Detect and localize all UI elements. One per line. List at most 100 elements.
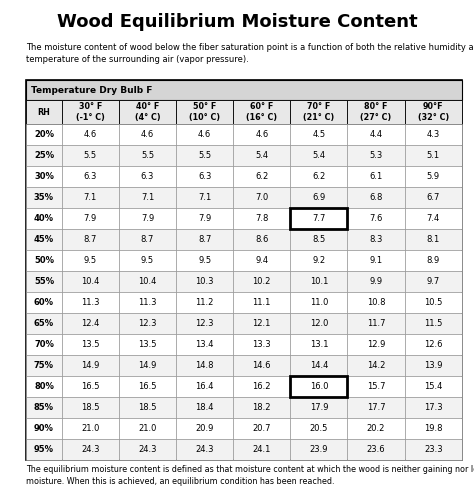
Text: 4.5: 4.5 [312, 130, 326, 139]
Text: 15.4: 15.4 [424, 382, 443, 391]
Text: 5.3: 5.3 [369, 151, 383, 160]
Text: 6.8: 6.8 [369, 193, 383, 202]
Text: 75%: 75% [34, 361, 54, 370]
Text: 10.1: 10.1 [310, 277, 328, 286]
Text: 16.0: 16.0 [310, 382, 328, 391]
Text: 4.6: 4.6 [84, 130, 97, 139]
Text: 14.4: 14.4 [310, 361, 328, 370]
Text: 12.3: 12.3 [138, 319, 157, 328]
Text: 8.6: 8.6 [255, 235, 268, 244]
Text: 13.5: 13.5 [81, 340, 100, 349]
Text: 17.9: 17.9 [310, 403, 328, 412]
Text: 16.0: 16.0 [310, 382, 328, 391]
Text: 21.0: 21.0 [138, 424, 157, 433]
Text: 21.0: 21.0 [81, 424, 100, 433]
Text: 23.6: 23.6 [367, 445, 385, 454]
Text: 9.9: 9.9 [369, 277, 383, 286]
Text: 6.2: 6.2 [255, 172, 268, 181]
Text: 24.3: 24.3 [81, 445, 100, 454]
Text: 50° F
(10° C): 50° F (10° C) [189, 102, 220, 122]
Text: 17.3: 17.3 [424, 403, 443, 412]
Text: 7.8: 7.8 [255, 214, 268, 223]
Text: 9.7: 9.7 [427, 277, 440, 286]
Text: 8.7: 8.7 [141, 235, 154, 244]
Text: 95%: 95% [34, 445, 54, 454]
Text: 23.9: 23.9 [310, 445, 328, 454]
Text: 11.7: 11.7 [367, 319, 385, 328]
Text: 7.1: 7.1 [141, 193, 154, 202]
Text: 7.9: 7.9 [198, 214, 211, 223]
Text: 4.6: 4.6 [141, 130, 154, 139]
Text: 7.9: 7.9 [84, 214, 97, 223]
Text: 70%: 70% [34, 340, 54, 349]
Text: 12.1: 12.1 [253, 319, 271, 328]
Text: 65%: 65% [34, 319, 54, 328]
Text: 7.7: 7.7 [312, 214, 326, 223]
Text: 60° F
(16° C): 60° F (16° C) [246, 102, 277, 122]
Text: 9.5: 9.5 [198, 256, 211, 265]
Text: 10.4: 10.4 [81, 277, 100, 286]
Text: 14.6: 14.6 [253, 361, 271, 370]
Text: 7.6: 7.6 [369, 214, 383, 223]
Text: Temperature Dry Bulb F: Temperature Dry Bulb F [31, 86, 152, 95]
Text: 90°F
(32° C): 90°F (32° C) [418, 102, 449, 122]
Text: 13.3: 13.3 [253, 340, 271, 349]
Text: 17.7: 17.7 [367, 403, 385, 412]
Text: 7.1: 7.1 [198, 193, 211, 202]
Text: 8.7: 8.7 [84, 235, 97, 244]
Text: 5.5: 5.5 [84, 151, 97, 160]
Text: 12.9: 12.9 [367, 340, 385, 349]
Text: 5.5: 5.5 [141, 151, 154, 160]
Text: 6.3: 6.3 [84, 172, 97, 181]
Text: RH: RH [37, 108, 50, 117]
Text: 14.9: 14.9 [138, 361, 157, 370]
Text: 7.0: 7.0 [255, 193, 268, 202]
Text: 11.3: 11.3 [138, 298, 157, 307]
Text: 6.2: 6.2 [312, 172, 326, 181]
Text: 16.5: 16.5 [138, 382, 157, 391]
Text: 55%: 55% [34, 277, 54, 286]
Text: 11.0: 11.0 [310, 298, 328, 307]
Text: 5.4: 5.4 [255, 151, 268, 160]
Text: 8.9: 8.9 [427, 256, 440, 265]
Text: 45%: 45% [34, 235, 54, 244]
Text: 6.1: 6.1 [369, 172, 383, 181]
Text: The moisture content of wood below the fiber saturation point is a function of b: The moisture content of wood below the f… [26, 43, 474, 63]
Text: 13.4: 13.4 [195, 340, 214, 349]
Text: 10.5: 10.5 [424, 298, 443, 307]
Text: 80%: 80% [34, 382, 54, 391]
Text: 50%: 50% [34, 256, 54, 265]
Text: 4.4: 4.4 [369, 130, 383, 139]
Text: 12.0: 12.0 [310, 319, 328, 328]
Text: 20.2: 20.2 [367, 424, 385, 433]
Text: 10.4: 10.4 [138, 277, 157, 286]
Text: 18.4: 18.4 [195, 403, 214, 412]
Text: 9.5: 9.5 [84, 256, 97, 265]
Text: 5.9: 5.9 [427, 172, 440, 181]
Text: 13.5: 13.5 [138, 340, 157, 349]
Text: 4.6: 4.6 [255, 130, 268, 139]
Text: 13.1: 13.1 [310, 340, 328, 349]
Text: 19.8: 19.8 [424, 424, 443, 433]
Text: 70° F
(21° C): 70° F (21° C) [303, 102, 335, 122]
Text: 16.2: 16.2 [253, 382, 271, 391]
Text: 20%: 20% [34, 130, 54, 139]
Text: 6.7: 6.7 [427, 193, 440, 202]
Text: 10.3: 10.3 [195, 277, 214, 286]
Text: 8.1: 8.1 [427, 235, 440, 244]
Text: 18.5: 18.5 [138, 403, 157, 412]
Text: 11.5: 11.5 [424, 319, 443, 328]
Text: 7.1: 7.1 [84, 193, 97, 202]
Text: 9.1: 9.1 [369, 256, 383, 265]
Text: 14.9: 14.9 [81, 361, 100, 370]
Text: Wood Equilibrium Moisture Content: Wood Equilibrium Moisture Content [57, 13, 417, 31]
Text: 14.8: 14.8 [195, 361, 214, 370]
Text: 20.5: 20.5 [310, 424, 328, 433]
Text: 6.3: 6.3 [198, 172, 211, 181]
Text: 16.5: 16.5 [81, 382, 100, 391]
Text: 9.5: 9.5 [141, 256, 154, 265]
Text: 8.7: 8.7 [198, 235, 211, 244]
Text: 90%: 90% [34, 424, 54, 433]
Text: 10.8: 10.8 [367, 298, 385, 307]
Text: 24.3: 24.3 [195, 445, 214, 454]
